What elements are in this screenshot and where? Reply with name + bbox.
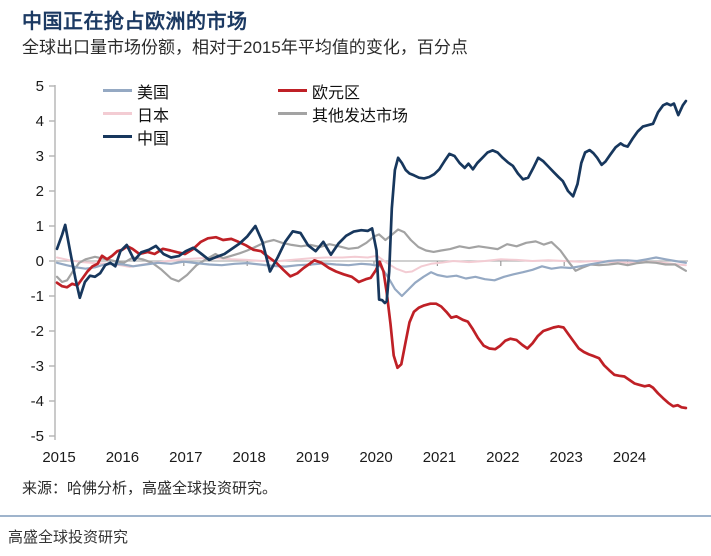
footer-divider bbox=[0, 515, 711, 517]
x-axis-tick-label: 2018 bbox=[233, 449, 266, 466]
legend-swatch-us bbox=[103, 89, 132, 92]
y-axis-tick-label: 3 bbox=[36, 148, 44, 165]
legend-swatch-eurozone bbox=[278, 89, 307, 92]
y-axis-tick-label: -1 bbox=[31, 288, 44, 305]
legend-column-1: 美国 日本 中国 bbox=[103, 79, 169, 148]
legend-swatch-china bbox=[103, 135, 132, 138]
chart-subtitle: 全球出口量市场份额，相对于2015年平均值的变化，百分点 bbox=[22, 38, 468, 57]
x-axis-tick-label: 2016 bbox=[106, 449, 139, 466]
y-axis-tick-label: -4 bbox=[31, 393, 44, 410]
legend-swatch-other_dm bbox=[278, 112, 307, 115]
x-axis-tick-label: 2015 bbox=[42, 449, 75, 466]
legend-item-japan: 日本 bbox=[103, 102, 169, 125]
x-axis-tick-label: 2023 bbox=[550, 449, 583, 466]
footer-brand: 高盛全球投资研究 bbox=[8, 529, 129, 546]
legend-swatch-japan bbox=[103, 112, 132, 115]
y-axis-tick-label: 2 bbox=[36, 183, 44, 200]
y-axis-tick-label: -2 bbox=[31, 323, 44, 340]
legend-label-eurozone: 欧元区 bbox=[312, 84, 361, 102]
x-axis-tick-label: 2024 bbox=[613, 449, 646, 466]
y-axis-tick-label: -5 bbox=[31, 428, 44, 445]
y-axis-tick-label: 5 bbox=[36, 78, 44, 95]
y-axis-tick-label: -3 bbox=[31, 358, 44, 375]
legend-item-other_dm: 其他发达市场 bbox=[278, 102, 408, 125]
source-note: 来源：哈佛分析，高盛全球投资研究。 bbox=[22, 480, 278, 497]
series-line-us bbox=[55, 256, 688, 298]
y-axis-tick-label: 0 bbox=[36, 253, 44, 270]
page-title: 中国正在抢占欧洲的市场 bbox=[22, 11, 248, 33]
legend-label-china: 中国 bbox=[137, 130, 170, 148]
series-line-other_dm bbox=[55, 228, 688, 284]
x-axis-tick-label: 2020 bbox=[359, 449, 392, 466]
legend-item-china: 中国 bbox=[103, 125, 169, 148]
legend-item-eurozone: 欧元区 bbox=[278, 79, 408, 102]
legend-column-2: 欧元区 其他发达市场 bbox=[278, 79, 408, 125]
legend-label-other_dm: 其他发达市场 bbox=[312, 107, 409, 125]
x-axis-tick-label: 2021 bbox=[423, 449, 456, 466]
x-axis-tick-label: 2022 bbox=[486, 449, 519, 466]
y-axis-tick-label: 4 bbox=[36, 113, 44, 130]
series-line-china bbox=[55, 99, 688, 305]
legend-label-japan: 日本 bbox=[137, 107, 170, 125]
x-axis-tick-label: 2017 bbox=[169, 449, 202, 466]
y-axis-tick-label: 1 bbox=[36, 218, 44, 235]
legend-item-us: 美国 bbox=[103, 79, 169, 102]
x-axis-tick-label: 2019 bbox=[296, 449, 329, 466]
legend-label-us: 美国 bbox=[137, 84, 170, 102]
